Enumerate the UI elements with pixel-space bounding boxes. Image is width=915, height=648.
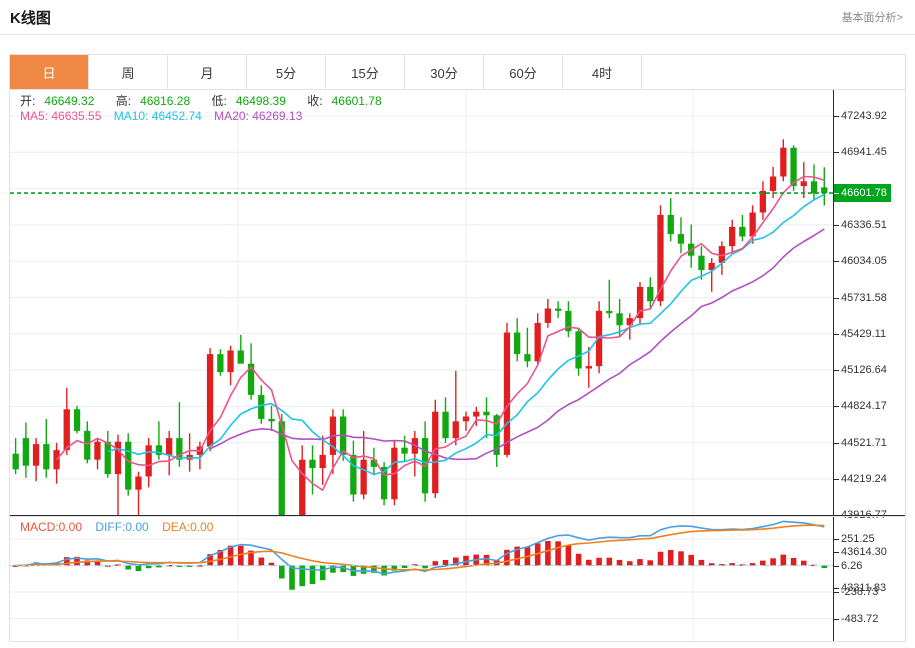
page-title: K线图 <box>10 9 51 27</box>
tab-month[interactable]: 月 <box>168 55 247 89</box>
tab-week[interactable]: 周 <box>89 55 168 89</box>
price-axis: 47243.9246941.4546639.0046336.5146034.05… <box>834 90 905 594</box>
tab-5min[interactable]: 5分 <box>247 55 326 89</box>
price-tick: 46336.51 <box>834 219 887 231</box>
tab-empty-area <box>642 55 905 89</box>
macd-tick: -483.72 <box>834 613 878 625</box>
macd-tick: 251.25 <box>834 533 875 545</box>
ma5-label: MA5: 46635.55 <box>20 109 102 123</box>
high-label: 高: <box>115 94 132 108</box>
page-header: K线图 基本面分析> <box>0 0 915 34</box>
dea-value-label: DEA:0.00 <box>162 520 214 534</box>
price-tick: 46034.05 <box>834 255 887 267</box>
price-tick: 43614.30 <box>834 546 887 558</box>
tab-60min[interactable]: 60分 <box>484 55 563 89</box>
period-tabbar: 日 周 月 5分 15分 30分 60分 4时 <box>9 54 906 90</box>
ma10-label: MA10: 46452.74 <box>113 109 202 123</box>
kline-chart-container[interactable]: 开: 46649.32 高: 46816.28 低: 46498.39 收: 46601… <box>9 90 906 642</box>
macd-panel[interactable]: MACD:0.00 DIFF:0.00 DEA:0.00 251.25 6.26 -… <box>10 516 905 641</box>
tab-day[interactable]: 日 <box>10 55 89 89</box>
low-value: 46498.39 <box>235 94 286 108</box>
tab-15min[interactable]: 15分 <box>326 55 405 89</box>
tab-4hour[interactable]: 4时 <box>563 55 642 89</box>
price-tick: 45731.58 <box>834 292 887 304</box>
price-tick: 43916.77 <box>834 509 887 521</box>
ohlc-legend: 开: 46649.32 高: 46816.28 低: 46498.39 收: 46601… <box>20 92 400 109</box>
price-tick: 45126.64 <box>834 364 887 376</box>
current-price-badge: 46601.78 <box>834 184 891 203</box>
ma-legend: MA5: 46635.55 MA10: 46452.74 MA20: 46269… <box>20 109 311 123</box>
macd-tick: 6.26 <box>834 560 862 572</box>
macd-tick: -238.73 <box>834 586 878 598</box>
high-value: 46816.28 <box>140 94 191 108</box>
low-label: 低: <box>211 94 227 108</box>
macd-axis: 251.25 6.26 -238.73 -483.72 <box>834 517 905 641</box>
price-panel[interactable]: 开: 46649.32 高: 46816.28 低: 46498.39 收: 46601… <box>10 90 905 594</box>
price-plot-area[interactable] <box>10 90 834 515</box>
macd-svg <box>10 517 833 641</box>
price-tick: 47243.92 <box>834 110 887 122</box>
open-label: 开: <box>20 94 36 108</box>
ma20-label: MA20: 46269.13 <box>214 109 303 123</box>
diff-value-label: DIFF:0.00 <box>95 520 149 534</box>
macd-plot-area[interactable] <box>10 517 834 641</box>
macd-value-label: MACD:0.00 <box>20 520 83 534</box>
close-value: 46601.78 <box>331 94 382 108</box>
price-tick: 44824.17 <box>834 400 887 412</box>
candlestick-svg <box>10 90 833 515</box>
price-tick: 44521.71 <box>834 437 887 449</box>
price-tick: 44219.24 <box>834 473 887 485</box>
fundamental-analysis-link[interactable]: 基本面分析> <box>841 12 903 24</box>
header-divider <box>0 34 915 35</box>
macd-legend: MACD:0.00 DIFF:0.00 DEA:0.00 <box>20 520 223 534</box>
tab-30min[interactable]: 30分 <box>405 55 484 89</box>
open-value: 46649.32 <box>44 94 95 108</box>
price-tick: 46941.45 <box>834 146 887 158</box>
price-tick: 43311.83 <box>834 582 886 594</box>
price-tick: 45429.11 <box>834 328 886 340</box>
close-label: 收: <box>307 94 323 108</box>
